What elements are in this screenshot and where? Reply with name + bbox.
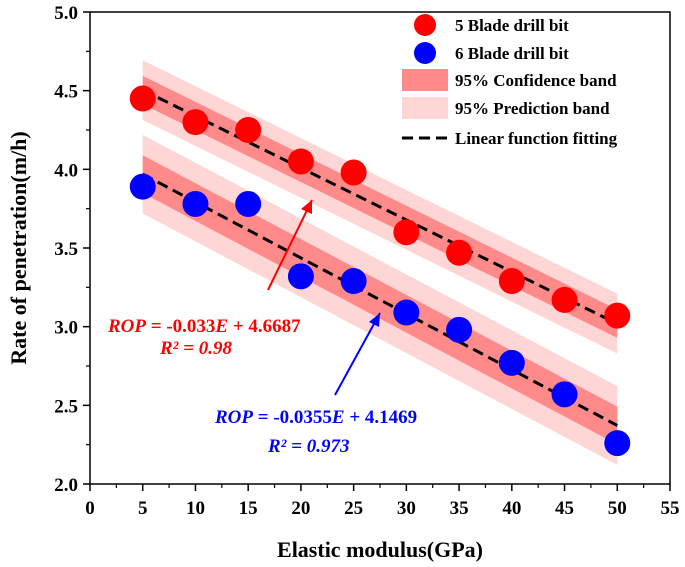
- data-point-series-1-3: [287, 263, 314, 290]
- x-tick-label-1: 5: [138, 498, 148, 519]
- y-tick-label-6: 5.0: [54, 3, 78, 24]
- legend-label-5-blade: 5 Blade drill bit: [455, 16, 569, 35]
- x-tick-label-9: 45: [555, 498, 574, 519]
- x-tick-label-10: 50: [608, 498, 627, 519]
- y-axis: 2.0 2.5 3.0 3.5 4.0 4.5 5.0: [54, 3, 90, 496]
- data-point-series-1-2: [235, 190, 262, 217]
- equation-5-blade: ROP = -0.033E + 4.6687: [107, 316, 301, 337]
- data-point-series-0-6: [446, 239, 473, 266]
- legend-label-fit: Linear function fitting: [455, 129, 618, 148]
- equation-6-blade: ROP = -0.0355E + 4.1469: [214, 407, 417, 428]
- fit-lines: [142, 88, 618, 427]
- legend-swatch-prediction: [402, 97, 448, 119]
- arrow-5-blade: [267, 199, 313, 291]
- x-tick-label-6: 30: [397, 498, 416, 519]
- y-tick-label-1: 2.5: [54, 396, 78, 417]
- data-point-series-0-3: [287, 148, 314, 175]
- confidence-band-series-1: [142, 155, 618, 445]
- arrowhead-5-blade: [301, 200, 312, 214]
- x-tick-label-8: 40: [502, 498, 521, 519]
- annotation-6-blade: ROP = -0.0355E + 4.1469 R² = 0.973: [214, 312, 417, 457]
- data-point-series-1-0: [129, 173, 156, 200]
- x-tick-label-0: 0: [85, 498, 95, 519]
- y-tick-label-5: 4.5: [54, 82, 78, 103]
- data-points: [129, 85, 631, 457]
- data-point-series-1-9: [604, 430, 631, 457]
- annotation-5-blade: ROP = -0.033E + 4.6687 R² = 0.98: [107, 199, 313, 359]
- arrowhead-6-blade: [369, 313, 380, 327]
- fit-line-series-0: [142, 88, 618, 326]
- x-tick-label-5: 25: [344, 498, 363, 519]
- legend-label-prediction: 95% Prediction band: [455, 99, 610, 118]
- r2-6-blade: R² = 0.973: [267, 436, 349, 457]
- data-point-series-0-0: [129, 85, 156, 112]
- x-tick-label-7: 35: [450, 498, 469, 519]
- x-tick-label-2: 10: [186, 498, 205, 519]
- x-tick-label-4: 20: [291, 498, 310, 519]
- data-point-series-0-5: [393, 219, 420, 246]
- y-tick-label-3: 3.5: [54, 239, 78, 260]
- data-point-series-1-5: [393, 299, 420, 326]
- y-tick-label-4: 4.0: [54, 160, 78, 181]
- x-tick-label-3: 15: [239, 498, 258, 519]
- arrow-6-blade: [334, 312, 381, 396]
- data-point-series-0-9: [604, 302, 631, 329]
- legend-label-confidence: 95% Confidence band: [455, 71, 617, 90]
- data-point-series-1-8: [551, 381, 578, 408]
- y-axis-label: Rate of penetration(m/h): [6, 131, 31, 364]
- legend-swatch-confidence: [402, 69, 448, 91]
- data-point-series-0-1: [182, 109, 209, 136]
- legend: 5 Blade drill bit 6 Blade drill bit 95% …: [402, 14, 618, 148]
- x-axis-label: Elastic modulus(GPa): [277, 537, 483, 562]
- data-point-series-0-8: [551, 286, 578, 313]
- y-tick-label-2: 3.0: [54, 318, 78, 339]
- data-point-series-1-7: [498, 349, 525, 376]
- legend-label-6-blade: 6 Blade drill bit: [455, 44, 569, 63]
- x-tick-label-11: 55: [661, 498, 680, 519]
- data-point-series-0-4: [340, 159, 367, 186]
- data-point-series-0-7: [498, 268, 525, 295]
- legend-marker-6-blade: [414, 42, 436, 64]
- fit-line-series-1: [142, 172, 618, 427]
- x-axis: 0 5 10 15 20 25 30 35 40 45 50 55: [85, 484, 680, 519]
- data-point-series-1-6: [446, 316, 473, 343]
- data-point-series-0-2: [235, 117, 262, 143]
- data-point-series-1-4: [340, 268, 367, 295]
- y-tick-label-0: 2.0: [54, 475, 78, 496]
- r2-5-blade: R² = 0.98: [159, 338, 232, 359]
- data-point-series-1-1: [182, 190, 209, 217]
- legend-marker-5-blade: [414, 14, 436, 36]
